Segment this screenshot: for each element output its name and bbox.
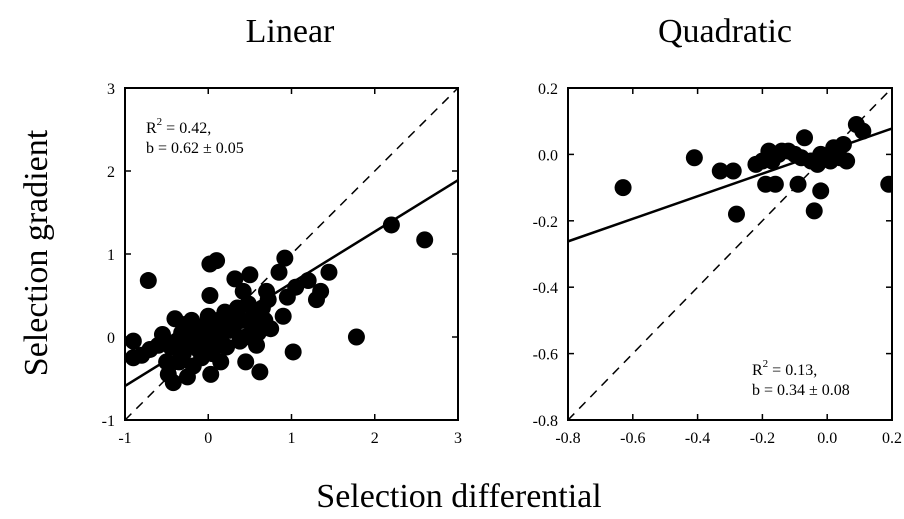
x-axis-title: Selection differential bbox=[316, 478, 601, 515]
data-point bbox=[158, 353, 176, 371]
data-point bbox=[299, 272, 317, 290]
data-point bbox=[382, 216, 400, 234]
data-point bbox=[226, 270, 244, 288]
x-tick-label: 1 bbox=[288, 430, 296, 447]
x-tick-label: -0.6 bbox=[620, 430, 645, 447]
data-point bbox=[153, 326, 171, 344]
data-point bbox=[164, 374, 182, 392]
data-point bbox=[347, 328, 365, 346]
data-point bbox=[241, 266, 259, 284]
plot-area bbox=[125, 88, 458, 420]
data-point bbox=[685, 149, 703, 167]
y-tick-label: -0.6 bbox=[533, 347, 558, 364]
slope-annotation: b = 0.62 ± 0.05 bbox=[146, 140, 244, 157]
y-tick-label: -1 bbox=[102, 413, 115, 430]
r-squared-annotation: R2 = 0.42, bbox=[146, 116, 211, 137]
y-tick-label: 1 bbox=[107, 247, 115, 264]
r-squared-annotation: R2 = 0.13, bbox=[752, 358, 817, 379]
data-point bbox=[274, 307, 292, 325]
data-point bbox=[834, 135, 852, 153]
plot-area bbox=[568, 88, 892, 420]
quadratic-panel: Quadratic -0.8 -0.6 -0.4 -0.2 0.0 0.2 -0.8 -0.6 -… bbox=[533, 13, 902, 447]
plot-frame bbox=[567, 87, 893, 421]
data-point bbox=[416, 231, 434, 249]
data-point bbox=[284, 343, 302, 361]
data-point bbox=[276, 249, 294, 267]
x-tick-label: -0.4 bbox=[685, 430, 710, 447]
data-point bbox=[237, 353, 255, 371]
data-point bbox=[259, 291, 277, 309]
y-tick-label: 0.0 bbox=[538, 147, 558, 164]
data-point bbox=[614, 179, 632, 197]
data-point bbox=[212, 353, 230, 371]
data-point bbox=[766, 175, 784, 193]
panel-title: Quadratic bbox=[658, 13, 792, 50]
data-point bbox=[201, 287, 219, 304]
data-point bbox=[711, 162, 729, 180]
data-point bbox=[287, 278, 305, 296]
identity-line bbox=[125, 88, 458, 420]
data-point bbox=[789, 175, 807, 193]
data-point bbox=[270, 263, 288, 281]
y-tick-label: -0.4 bbox=[533, 280, 558, 297]
x-tick-label: -1 bbox=[118, 430, 131, 447]
x-tick-label: 2 bbox=[371, 430, 379, 447]
data-point bbox=[838, 152, 856, 170]
data-point bbox=[312, 282, 330, 300]
data-point bbox=[812, 182, 830, 200]
data-point bbox=[724, 162, 742, 180]
data-point bbox=[262, 320, 280, 338]
data-point bbox=[727, 205, 745, 223]
linear-panel: Linear -1 0 1 2 3 -1 0 1 2 3 R2 = 0.42, b = 0.62 ± 0… bbox=[102, 13, 462, 447]
panel-title: Linear bbox=[246, 13, 335, 50]
data-point bbox=[139, 272, 157, 290]
y-tick-label: 0.2 bbox=[538, 81, 558, 98]
y-tick-label: -0.2 bbox=[533, 214, 558, 231]
y-tick-label: -0.8 bbox=[533, 413, 558, 430]
x-tick-label: 0.0 bbox=[817, 430, 837, 447]
data-point bbox=[796, 129, 814, 147]
data-point bbox=[805, 202, 823, 220]
data-point bbox=[202, 365, 220, 383]
slope-annotation: b = 0.34 ± 0.08 bbox=[752, 382, 850, 399]
data-point bbox=[320, 263, 338, 281]
y-axis-title: Selection gradient bbox=[18, 129, 55, 376]
x-tick-label: 0.2 bbox=[882, 430, 902, 447]
data-point bbox=[248, 336, 266, 354]
y-tick-label: 3 bbox=[107, 81, 115, 98]
data-point bbox=[208, 252, 226, 270]
x-tick-label: 3 bbox=[454, 430, 462, 447]
data-point bbox=[251, 363, 269, 381]
data-point bbox=[854, 122, 872, 140]
y-tick-label: 0 bbox=[107, 330, 115, 347]
y-tick-label: 2 bbox=[107, 164, 115, 181]
data-point bbox=[880, 175, 892, 193]
data-point bbox=[218, 338, 236, 356]
x-tick-label: -0.8 bbox=[555, 430, 580, 447]
x-tick-label: 0 bbox=[204, 430, 212, 447]
x-tick-label: -0.2 bbox=[750, 430, 775, 447]
